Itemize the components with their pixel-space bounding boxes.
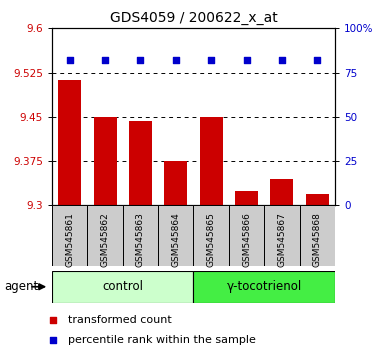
Bar (200, 117, 223, 205)
Text: GSM545865: GSM545865 (207, 212, 216, 267)
Point (314, 57, 320, 63)
Text: γ-tocotrienol: γ-tocotrienol (227, 280, 302, 293)
Bar (87, 205, 123, 266)
Bar (270, 179, 293, 205)
Point (173, 57, 179, 63)
Bar (94, 117, 117, 205)
Point (50, 337, 56, 343)
Bar (123, 205, 158, 266)
Point (279, 57, 285, 63)
Point (50, 317, 56, 323)
Text: GSM545863: GSM545863 (136, 212, 145, 267)
Bar (306, 194, 329, 205)
Bar (193, 205, 229, 266)
Bar (300, 205, 335, 266)
Text: agent: agent (4, 280, 38, 293)
Bar (52, 271, 193, 303)
Point (243, 57, 249, 63)
Text: transformed count: transformed count (67, 315, 171, 325)
Text: GSM545868: GSM545868 (313, 212, 322, 267)
Point (208, 57, 214, 63)
Bar (158, 205, 193, 266)
Bar (52, 205, 87, 266)
Text: GSM545867: GSM545867 (277, 212, 286, 267)
Text: GSM545862: GSM545862 (100, 212, 110, 267)
Bar (129, 121, 152, 205)
Point (102, 57, 108, 63)
Text: GSM545861: GSM545861 (65, 212, 74, 267)
Bar (229, 205, 264, 266)
Bar (235, 190, 258, 205)
Bar (264, 205, 300, 266)
Title: GDS4059 / 200622_x_at: GDS4059 / 200622_x_at (110, 11, 277, 24)
Point (67, 57, 73, 63)
Text: percentile rank within the sample: percentile rank within the sample (67, 335, 255, 345)
Point (137, 57, 144, 63)
Bar (58, 80, 81, 205)
Bar (164, 161, 187, 205)
Bar (193, 271, 335, 303)
Text: GSM545866: GSM545866 (242, 212, 251, 267)
Text: control: control (102, 280, 143, 293)
Text: GSM545864: GSM545864 (171, 212, 180, 267)
